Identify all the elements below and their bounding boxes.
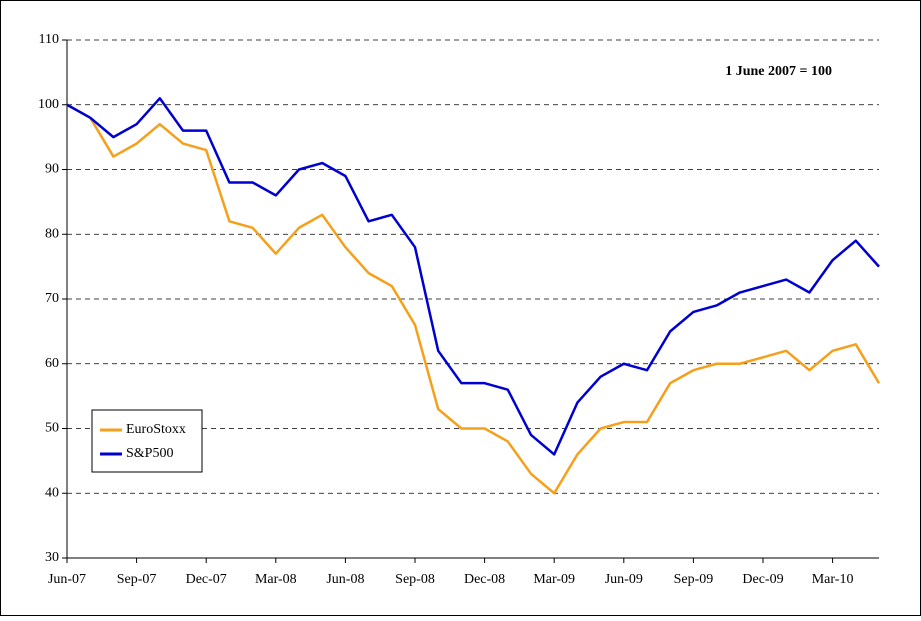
x-tick-label: Mar-09 — [533, 572, 575, 587]
x-tick-label: Dec-09 — [742, 572, 783, 587]
annotation: 1 June 2007 = 100 — [725, 64, 832, 79]
y-tick-label: 70 — [45, 291, 59, 306]
x-tick-label: Jun-07 — [48, 572, 86, 587]
legend-label: EuroStoxx — [126, 422, 186, 437]
x-tick-label: Jun-09 — [605, 572, 643, 587]
y-tick-label: 90 — [45, 162, 59, 177]
x-tick-label: Jun-08 — [326, 572, 364, 587]
y-tick-label: 110 — [39, 32, 59, 47]
x-tick-label: Mar-10 — [812, 572, 854, 587]
y-tick-label: 60 — [45, 356, 59, 371]
x-tick-label: Sep-09 — [674, 572, 714, 587]
x-tick-label: Sep-07 — [117, 572, 157, 587]
y-tick-label: 30 — [45, 550, 59, 565]
x-tick-label: Dec-07 — [186, 572, 227, 587]
y-tick-label: 40 — [45, 485, 59, 500]
y-tick-label: 80 — [45, 226, 59, 241]
y-tick-label: 100 — [38, 97, 59, 112]
series-line — [66, 97, 880, 456]
x-tick-label: Dec-08 — [464, 572, 505, 587]
y-tick-label: 50 — [45, 421, 59, 436]
legend-box — [91, 409, 203, 473]
series-line — [66, 103, 881, 495]
x-tick-label: Sep-08 — [395, 572, 435, 587]
x-tick-label: Mar-08 — [255, 572, 297, 587]
legend-label: S&P500 — [126, 446, 173, 461]
